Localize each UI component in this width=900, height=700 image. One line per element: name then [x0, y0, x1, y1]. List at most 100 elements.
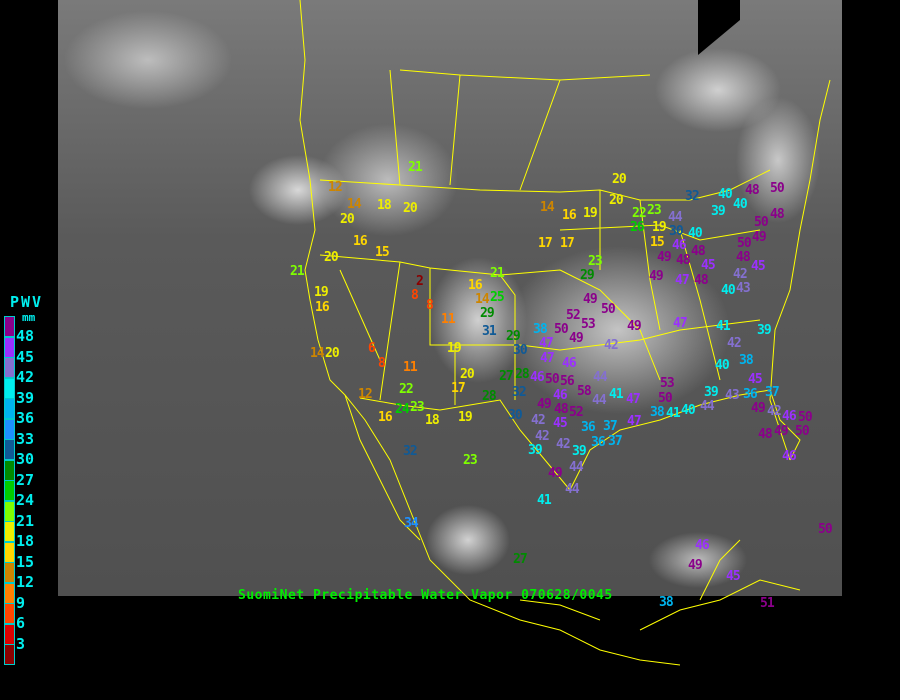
station-pwv-value: 23 — [410, 400, 425, 415]
station-pwv-value: 43 — [725, 388, 740, 403]
station-pwv-value: 39 — [704, 385, 719, 400]
legend-label: 18 — [16, 532, 35, 550]
station-pwv-value: 49 — [537, 397, 552, 412]
station-pwv-value: 14 — [347, 197, 362, 212]
station-pwv-value: 20 — [340, 212, 355, 227]
station-pwv-value: 16 — [315, 300, 330, 315]
station-pwv-value: 19 — [652, 220, 667, 235]
legend-label: 33 — [16, 429, 35, 448]
legend-swatch — [4, 480, 15, 501]
station-pwv-value: 49 — [627, 319, 642, 334]
station-pwv-value: 36 — [581, 420, 596, 435]
station-pwv-value: 49 — [774, 424, 789, 439]
station-pwv-value: 30 — [669, 224, 684, 239]
no-data-region — [698, 0, 740, 55]
legend-label: 21 — [16, 511, 35, 530]
legend-swatch — [4, 336, 15, 358]
station-pwv-value: 49 — [752, 230, 767, 245]
station-pwv-value: 24 — [395, 402, 410, 417]
station-pwv-value: 14 — [310, 346, 325, 361]
station-pwv-value: 48 — [676, 253, 691, 268]
legend-label: 45 — [16, 347, 35, 366]
legend-label: 12 — [16, 573, 35, 591]
station-pwv-value: 44 — [569, 460, 584, 475]
station-pwv-value: 48 — [770, 207, 785, 222]
station-pwv-value: 15 — [375, 245, 390, 260]
station-pwv-value: 22 — [632, 206, 647, 221]
station-pwv-value: 48 — [554, 402, 569, 417]
station-pwv-value: 50 — [798, 410, 813, 425]
station-pwv-value: 8 — [426, 298, 434, 313]
station-pwv-value: 39 — [757, 323, 772, 338]
station-pwv-value: 49 — [569, 331, 584, 346]
station-pwv-value: 18 — [425, 413, 440, 428]
station-pwv-value: 25 — [490, 290, 505, 305]
station-pwv-value: 50 — [795, 424, 810, 439]
station-pwv-value: 29 — [506, 329, 521, 344]
legend-swatch — [4, 603, 15, 624]
station-pwv-value: 14 — [475, 292, 490, 307]
station-pwv-value: 48 — [736, 250, 751, 265]
station-pwv-value: 39 — [572, 444, 587, 459]
station-pwv-value: 42 — [727, 336, 742, 351]
legend-label: 42 — [16, 368, 35, 386]
station-pwv-value: 50 — [737, 236, 752, 251]
station-pwv-value: 50 — [770, 181, 785, 196]
station-pwv-value: 18 — [377, 198, 392, 213]
station-pwv-value: 40 — [718, 187, 733, 202]
legend-swatch — [4, 644, 15, 665]
station-pwv-value: 40 — [733, 197, 748, 212]
legend-swatch — [4, 398, 15, 419]
station-pwv-value: 46 — [782, 409, 797, 424]
station-pwv-value: 19 — [314, 285, 329, 300]
legend-swatch — [4, 541, 15, 563]
station-pwv-value: 47 — [539, 336, 554, 351]
station-pwv-value: 29 — [480, 306, 495, 321]
station-pwv-value: 58 — [577, 384, 592, 399]
station-pwv-value: 42 — [604, 338, 619, 353]
station-pwv-value: 19 — [447, 341, 462, 356]
station-pwv-value: 6 — [368, 341, 376, 356]
station-pwv-value: 47 — [673, 316, 688, 331]
legend-label: 15 — [16, 552, 35, 571]
station-pwv-value: 45 — [701, 258, 716, 273]
station-pwv-value: 16 — [562, 208, 577, 223]
station-pwv-value: 50 — [658, 391, 673, 406]
legend-title: PWV — [10, 293, 44, 311]
station-pwv-value: 51 — [760, 596, 775, 611]
station-pwv-value: 30 — [508, 408, 523, 423]
station-pwv-value: 41 — [666, 406, 681, 421]
station-pwv-value: 32 — [403, 444, 418, 459]
map-title: SuomiNet Precipitable Water Vapor 070628… — [238, 588, 613, 603]
station-pwv-value: 56 — [560, 374, 575, 389]
station-pwv-value: 37 — [765, 385, 780, 400]
station-pwv-value: 41 — [537, 493, 552, 508]
mexico-states — [519, 539, 801, 631]
station-pwv-value: 42 — [556, 437, 571, 452]
station-pwv-value: 40 — [721, 283, 736, 298]
station-pwv-value: 34 — [404, 516, 419, 531]
legend-label: 36 — [16, 409, 35, 427]
legend-label: 3 — [16, 634, 26, 653]
legend-swatch — [4, 357, 15, 378]
station-pwv-value: 29 — [580, 268, 595, 283]
legend-swatch — [4, 459, 15, 481]
station-pwv-value: 8 — [411, 288, 419, 303]
gulf-coast — [569, 389, 801, 491]
station-pwv-value: 49 — [751, 401, 766, 416]
station-pwv-value: 48 — [694, 273, 709, 288]
station-pwv-value: 48 — [691, 244, 706, 259]
station-pwv-value: 46 — [553, 388, 568, 403]
station-pwv-value: 49 — [688, 558, 703, 573]
pacific-coastline — [299, 0, 681, 666]
station-pwv-value: 52 — [569, 405, 584, 420]
station-pwv-value: 38 — [650, 405, 665, 420]
legend-swatch — [4, 521, 15, 542]
station-pwv-value: 11 — [441, 312, 456, 327]
station-pwv-value: 46 — [562, 356, 577, 371]
station-pwv-value: 44 — [668, 210, 683, 225]
station-pwv-value: 45 — [553, 416, 568, 431]
station-pwv-value: 42 — [535, 429, 550, 444]
station-pwv-value: 46 — [672, 238, 687, 253]
